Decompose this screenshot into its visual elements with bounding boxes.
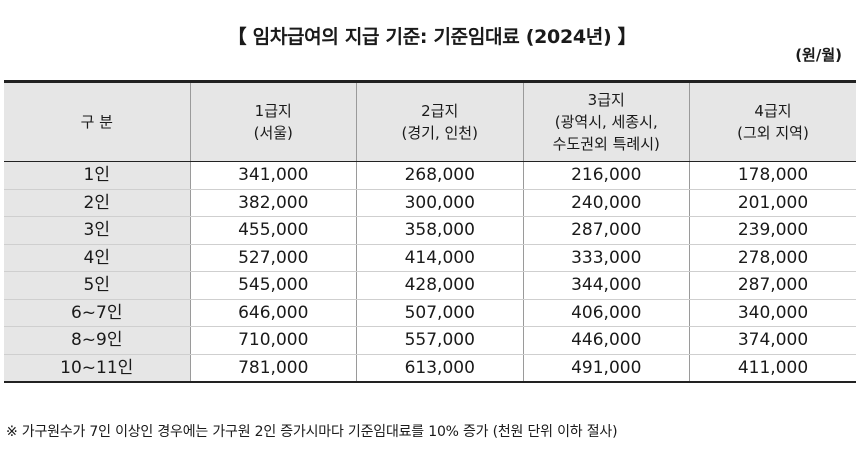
header-line: (그외 지역): [737, 124, 809, 142]
table-cell: 201,000: [689, 189, 856, 217]
header-tier-4: 4급지 (그외 지역): [689, 80, 856, 162]
table-cell: 333,000: [522, 244, 690, 272]
table-cell: 491,000: [522, 354, 690, 383]
table-cell: 287,000: [689, 271, 856, 300]
table-cell: 178,000: [689, 161, 856, 190]
table-cell: 287,000: [522, 216, 690, 245]
table-cell: 414,000: [356, 244, 523, 272]
table-cell: 455,000: [189, 216, 357, 245]
header-line: 3급지: [587, 91, 625, 109]
table-cell: 268,000: [356, 161, 523, 190]
table-row: 2인 382,000 300,000 240,000 201,000: [4, 189, 856, 217]
row-label: 3인: [4, 216, 190, 245]
table-row: 3인 455,000 358,000 287,000 239,000: [4, 216, 856, 245]
table-cell: 240,000: [522, 189, 690, 217]
table-row: 6~7인 646,000 507,000 406,000 340,000: [4, 299, 856, 327]
table-row: 4인 527,000 414,000 333,000 278,000: [4, 244, 856, 272]
header-line: 수도권외 특례시): [552, 135, 660, 153]
table-cell: 557,000: [356, 326, 523, 355]
header-line: (광역시, 세종시,: [554, 113, 658, 131]
header-line: 1급지: [254, 102, 292, 120]
table-cell: 344,000: [522, 271, 690, 300]
table-cell: 428,000: [356, 271, 523, 300]
table-cell: 527,000: [189, 244, 357, 272]
table-row: 1인 341,000 268,000 216,000 178,000: [4, 161, 856, 190]
table-header-row: 구 분 1급지 (서울) 2급지 (경기, 인천) 3급지 (광역시, 세종시,…: [4, 80, 856, 162]
rent-standard-table: 구 분 1급지 (서울) 2급지 (경기, 인천) 3급지 (광역시, 세종시,…: [4, 80, 856, 383]
table-cell: 341,000: [189, 161, 357, 190]
table-cell: 646,000: [189, 299, 357, 327]
table-cell: 239,000: [689, 216, 856, 245]
table-cell: 446,000: [522, 326, 690, 355]
row-label: 10~11인: [4, 354, 190, 383]
table-cell: 507,000: [356, 299, 523, 327]
table-cell: 216,000: [522, 161, 690, 190]
table-cell: 358,000: [356, 216, 523, 245]
table-cell: 406,000: [522, 299, 690, 327]
table-row: 5인 545,000 428,000 344,000 287,000: [4, 271, 856, 300]
header-line: 4급지: [754, 102, 792, 120]
row-label: 4인: [4, 244, 190, 272]
table-cell: 411,000: [689, 354, 856, 383]
row-label: 2인: [4, 189, 190, 217]
table-cell: 300,000: [356, 189, 523, 217]
header-tier-2: 2급지 (경기, 인천): [356, 80, 523, 162]
header-line: 2급지: [421, 102, 459, 120]
table-cell: 545,000: [189, 271, 357, 300]
unit-label: (원/월): [795, 46, 842, 64]
header-line: 구 분: [80, 113, 113, 131]
table-cell: 278,000: [689, 244, 856, 272]
header-line: (서울): [253, 124, 293, 142]
header-tier-3: 3급지 (광역시, 세종시, 수도권외 특례시): [522, 80, 690, 162]
table-cell: 613,000: [356, 354, 523, 383]
row-label: 1인: [4, 161, 190, 190]
row-label: 6~7인: [4, 299, 190, 327]
table-row: 8~9인 710,000 557,000 446,000 374,000: [4, 326, 856, 355]
page-title: 【 임차급여의 지급 기준: 기준임대료 (2024년) 】: [227, 26, 637, 48]
header-tier-1: 1급지 (서울): [189, 80, 357, 162]
table-row: 10~11인 781,000 613,000 491,000 411,000: [4, 354, 856, 383]
table-cell: 374,000: [689, 326, 856, 355]
row-label: 5인: [4, 271, 190, 300]
footnote: ※ 가구원수가 7인 이상인 경우에는 가구원 2인 증가시마다 기준임대료를 …: [6, 424, 618, 440]
table-cell: 382,000: [189, 189, 357, 217]
row-label: 8~9인: [4, 326, 190, 355]
header-line: (경기, 인천): [401, 124, 478, 142]
table-cell: 340,000: [689, 299, 856, 327]
header-category: 구 분: [4, 80, 190, 162]
table-cell: 710,000: [189, 326, 357, 355]
table-cell: 781,000: [189, 354, 357, 383]
